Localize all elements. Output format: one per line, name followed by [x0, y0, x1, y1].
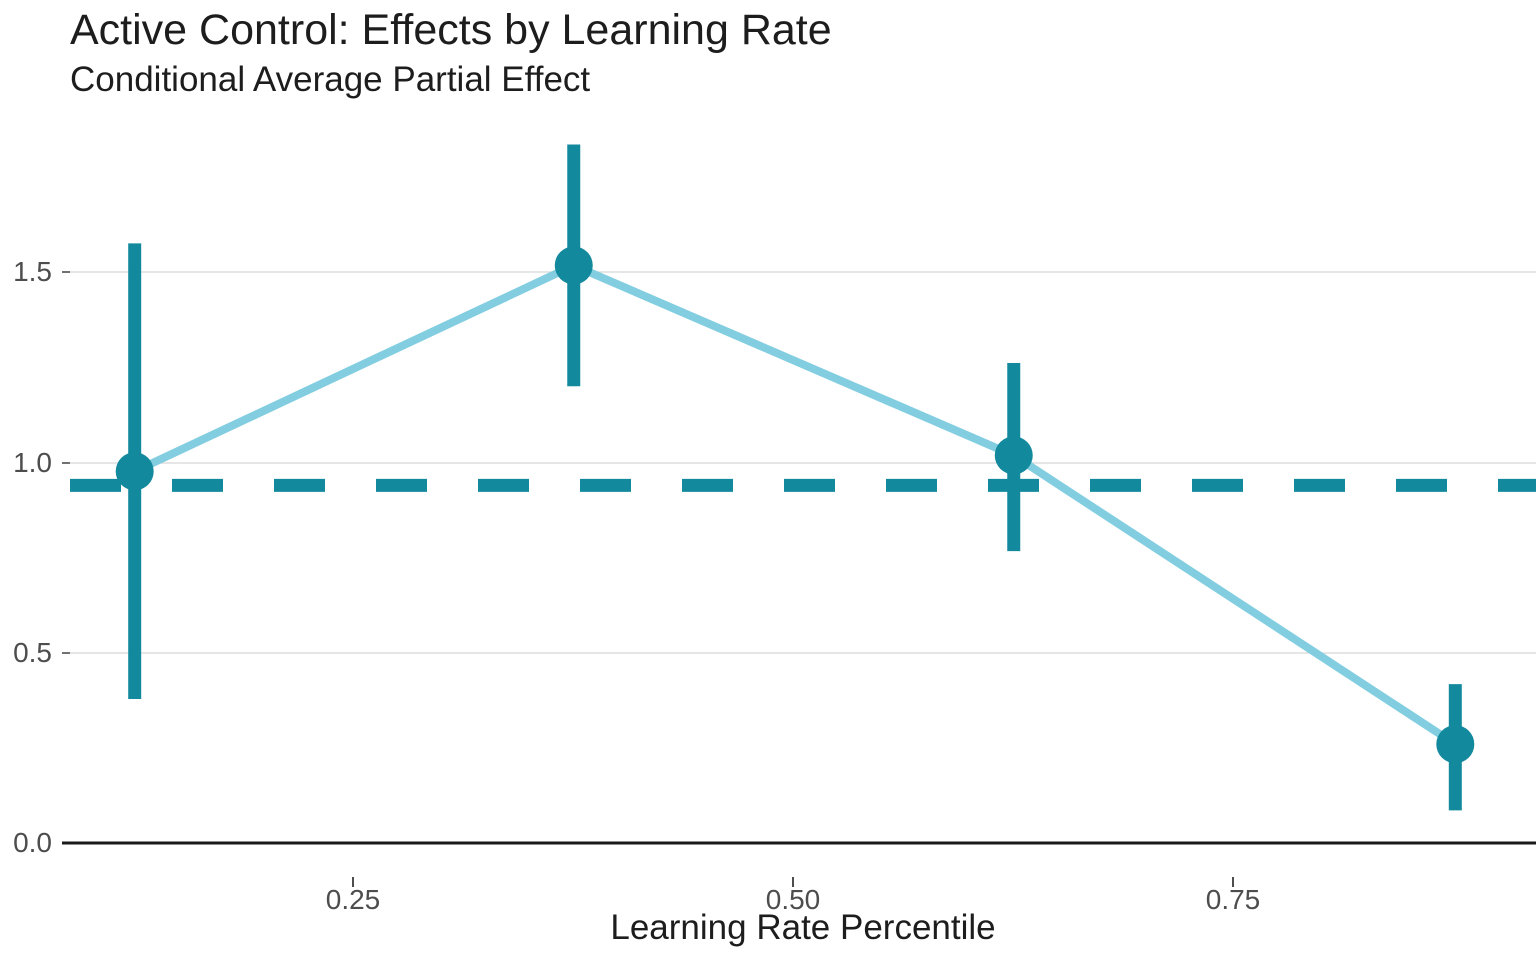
svg-text:0.50: 0.50: [766, 884, 821, 915]
svg-text:0.0: 0.0: [13, 827, 52, 858]
svg-text:0.75: 0.75: [1206, 884, 1261, 915]
svg-text:1.0: 1.0: [13, 447, 52, 478]
svg-text:1.5: 1.5: [13, 256, 52, 287]
svg-text:0.25: 0.25: [326, 884, 381, 915]
svg-text:0.5: 0.5: [13, 637, 52, 668]
